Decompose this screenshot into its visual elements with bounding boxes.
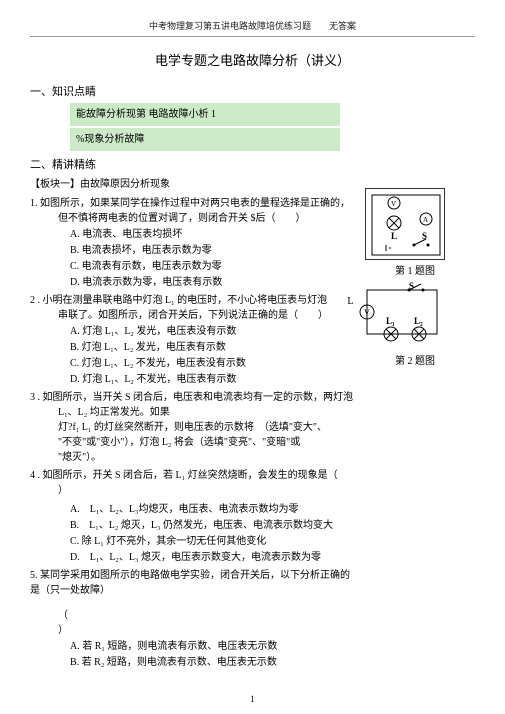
svg-text:A: A bbox=[423, 216, 428, 224]
section-1-heading: 一、知识点睛 bbox=[30, 84, 475, 101]
circuit-figure-2: S V L₁ L₂ bbox=[353, 282, 445, 350]
q5-blank-2: ） bbox=[58, 623, 475, 638]
question-5: 5. 某同学采用如图所示的电路做电学实验，闭合开关后，以下分析正确的 是（只一处… bbox=[30, 568, 475, 670]
section-2-heading: 二、精讲精练 bbox=[30, 157, 475, 174]
q3-stem-1: 3 . 如图所示，当开关 S 闭合后，电压表和电流表均有一定的示数，两灯泡 bbox=[30, 390, 475, 405]
q4-opt-c: C. 除 L₁ 灯不亮外，其余一切无任何其他变化 bbox=[70, 534, 475, 549]
svg-text:L₂: L₂ bbox=[414, 316, 423, 326]
q5-opt-a: A. 若 R₁ 短路，则电流表有示数、电压表无示数 bbox=[70, 639, 475, 654]
q4-stem-1: 4 . 如图所示，开关 S 闭合后，若 L₁ 灯丝突然烧断，会发生的现象是（ bbox=[30, 468, 475, 483]
q5-stem-2: 是（只一处故障） bbox=[30, 583, 475, 598]
figure-2-label: 第 2 题图 bbox=[395, 354, 435, 369]
svg-text:V: V bbox=[364, 308, 370, 317]
page-header: 中考物理复习第五讲电路故障培优练习题 无答案 bbox=[30, 20, 475, 34]
svg-text:L₁: L₁ bbox=[386, 316, 395, 326]
q3-stem-4: "不变"或"变小"），灯泡 L₂ 将会（选填"变亮"、"变暗"或 bbox=[58, 435, 475, 450]
q4-opt-a: A. L₁、L₂、L₃均熄灭，电压表、电流表示数均为零 bbox=[70, 502, 475, 517]
question-3: 3 . 如图所示，当开关 S 闭合后，电压表和电流表均有一定的示数，两灯泡 L₁… bbox=[30, 390, 475, 465]
highlight-box-1: 能故障分析现第 电路故障小析 1 bbox=[70, 103, 340, 126]
circuit-figure-1: V A L S bbox=[365, 188, 445, 260]
q3-stem-3: 灯?f₁ L₁ 的灯丝突然断开，则电压表的示数将 （选填"变大"、 bbox=[58, 420, 475, 435]
q2-opt-d: D. 灯泡 L₁、L₂ 不发光，电压表有示数 bbox=[70, 372, 475, 387]
svg-text:L: L bbox=[391, 231, 397, 241]
doc-title: 电学专题之电路故障分析（讲义） bbox=[30, 51, 475, 71]
svg-text:V: V bbox=[391, 200, 396, 208]
question-4: 4 . 如图所示，开关 S 闭合后，若 L₁ 灯丝突然烧断，会发生的现象是（ ）… bbox=[30, 468, 475, 565]
figure-1-label: 第 1 题图 bbox=[395, 264, 435, 279]
q4-opt-b: B. L₁、L₂ 熄灭，L₃ 仍然发光，电压表、电流表示数均变大 bbox=[70, 518, 475, 533]
q4-stem-2: ） bbox=[58, 483, 475, 498]
q5-blank-1: （ bbox=[58, 608, 475, 623]
q5-opt-b: B. 若 R₂ 短路，则电流表有示数、电压表无示数 bbox=[70, 655, 475, 670]
q5-stem-1: 5. 某同学采用如图所示的电路做电学实验，闭合开关后，以下分析正确的 bbox=[30, 568, 475, 583]
q3-stem-5: "熄灭"）。 bbox=[58, 450, 475, 465]
q4-opt-d: D. L₁、L₂、L₃ 熄灭，电压表示数变大，电流表示数为零 bbox=[70, 550, 475, 565]
q3-stem-2: L₁、L₂ 均正常发光。如果 bbox=[58, 405, 475, 420]
highlight-box-2: %现象分析故障 bbox=[70, 128, 340, 151]
page-number: 1 bbox=[250, 693, 255, 707]
header-rule bbox=[30, 36, 475, 37]
